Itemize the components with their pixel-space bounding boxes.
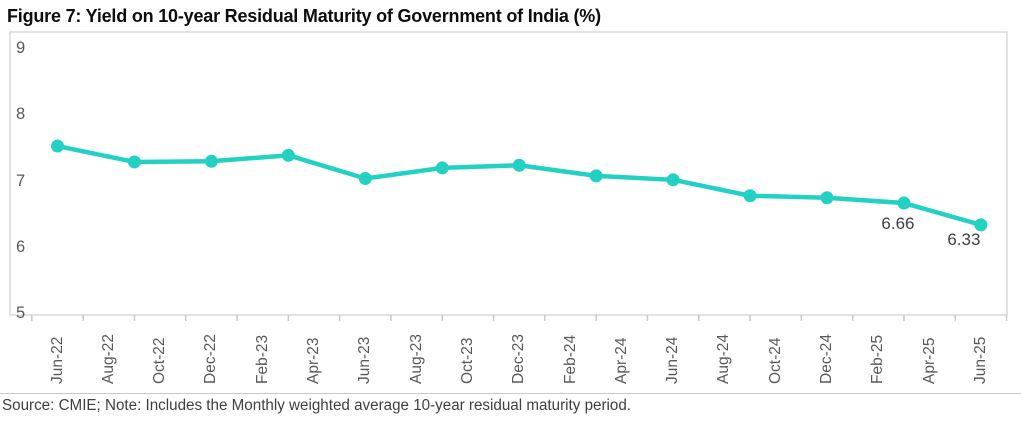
y-axis-label-8: 8 bbox=[16, 105, 26, 124]
data-point-marker-Jun-23 bbox=[358, 172, 372, 186]
x-axis-label-Jun-25: Jun-25 bbox=[971, 336, 989, 384]
data-point-marker-Sep-24 bbox=[743, 189, 757, 203]
x-axis-label-Jun-22: Jun-22 bbox=[48, 336, 66, 384]
y-axis-label-5: 5 bbox=[16, 304, 26, 322]
data-point-marker-Jun-22 bbox=[51, 139, 64, 153]
x-axis-label-Dec-24: Dec-24 bbox=[818, 334, 835, 384]
x-axis-label-Dec-22: Dec-22 bbox=[202, 334, 220, 384]
data-point-marker-Jun-24 bbox=[666, 173, 680, 187]
data-point-marker-Dec-23 bbox=[512, 158, 526, 172]
data-point-marker-Mar-25 bbox=[897, 196, 911, 210]
x-axis-label-Feb-24: Feb-24 bbox=[561, 334, 579, 384]
chart-title: Figure 7: Yield on 10-year Residual Matu… bbox=[7, 6, 601, 26]
data-label-Jun-25: 6.33 bbox=[947, 229, 981, 249]
data-point-marker-Mar-24 bbox=[589, 169, 603, 183]
x-axis-label-Oct-22: Oct-22 bbox=[151, 337, 169, 384]
data-label-Mar-25: 6.66 bbox=[881, 214, 915, 234]
y-axis-label-6: 6 bbox=[16, 237, 26, 256]
x-axis-label-Apr-23: Apr-23 bbox=[305, 337, 322, 384]
data-point-marker-Jun-25 bbox=[974, 218, 988, 232]
x-axis-label-Oct-23: Oct-23 bbox=[458, 337, 476, 384]
x-axis-label-Aug-23: Aug-23 bbox=[407, 334, 425, 384]
source-note: Source: CMIE; Note: Includes the Monthly… bbox=[2, 397, 632, 414]
x-axis-label-Feb-25: Feb-25 bbox=[869, 334, 887, 384]
yield-trend-line bbox=[55, 143, 984, 228]
plot-border bbox=[9, 31, 1008, 316]
x-axis-label-Aug-22: Aug-22 bbox=[99, 334, 117, 384]
data-point-marker-Mar-23 bbox=[281, 148, 295, 162]
footer-divider bbox=[0, 393, 1021, 394]
x-axis-label-Apr-25: Apr-25 bbox=[920, 337, 938, 384]
y-axis-label-7: 7 bbox=[16, 171, 26, 190]
x-axis-label-Dec-23: Dec-23 bbox=[510, 334, 528, 384]
y-axis-label-9: 9 bbox=[16, 39, 26, 57]
x-axis-label-Apr-24: Apr-24 bbox=[612, 337, 630, 384]
data-point-marker-Dec-24 bbox=[820, 191, 834, 205]
data-point-marker-Dec-22 bbox=[204, 154, 218, 168]
x-axis-label-Aug-24: Aug-24 bbox=[715, 334, 733, 384]
data-point-marker-Sep-22 bbox=[127, 155, 141, 169]
x-axis-label-Oct-24: Oct-24 bbox=[766, 337, 784, 384]
x-axis-label-Jun-24: Jun-24 bbox=[664, 336, 682, 384]
x-axis-label-Feb-23: Feb-23 bbox=[253, 334, 271, 384]
x-axis-label-Jun-23: Jun-23 bbox=[356, 336, 374, 384]
data-point-marker-Sep-23 bbox=[435, 161, 449, 175]
